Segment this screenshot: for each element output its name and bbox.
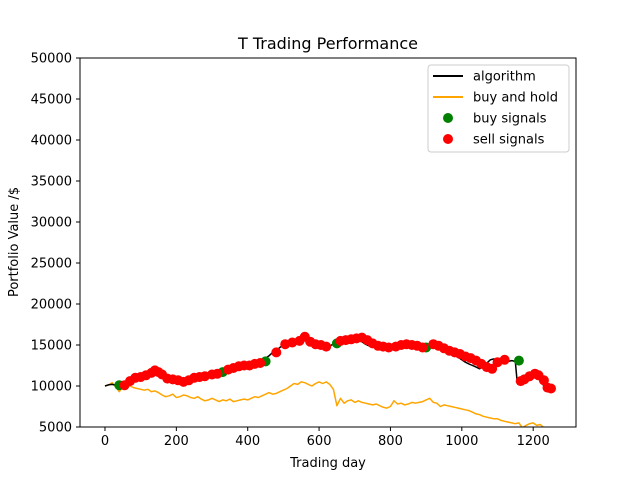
sell-signal-point (546, 383, 556, 394)
x-tick-label: 400 (235, 434, 260, 449)
legend-label: buy and hold (473, 91, 558, 106)
x-axis: 0 200 400 600 800 1000 1200 (101, 427, 550, 449)
chart-title: T Trading Performance (237, 34, 418, 53)
x-tick-label: 0 (101, 434, 109, 449)
legend-label: algorithm (473, 70, 536, 85)
x-axis-label: Trading day (289, 456, 366, 471)
x-tick-label: 800 (378, 434, 403, 449)
buy-signal-point (513, 355, 524, 366)
sell-signal-point (255, 358, 266, 368)
plot-frame (79, 57, 577, 428)
y-tick-label: 10000 (31, 380, 72, 395)
y-tick-label: 25000 (31, 257, 72, 272)
y-axis-label: Portfolio Value /$ (7, 187, 22, 297)
legend-swatch-sell-signals (443, 134, 453, 144)
x-tick-label: 200 (164, 434, 189, 449)
y-tick-label: 35000 (31, 175, 72, 190)
legend-label: buy signals (473, 112, 547, 127)
sell-signal-point (212, 368, 223, 379)
legend-label: sell signals (473, 133, 545, 148)
y-axis: 5000 10000 15000 20000 25000 30000 35000 40000 4… (31, 52, 80, 436)
x-tick-label: 1200 (517, 434, 550, 449)
x-tick-label: 600 (307, 434, 332, 449)
y-tick-label: 45000 (31, 93, 72, 108)
sell-signal-point (417, 342, 428, 353)
y-tick-label: 5000 (39, 421, 72, 436)
y-tick-label: 15000 (31, 339, 72, 354)
sell-signal-point (271, 347, 282, 358)
series-line-buy-and-hold (104, 381, 545, 427)
x-tick-label: 1000 (445, 434, 478, 449)
sell-signal-point (321, 341, 332, 352)
plot-area (104, 331, 556, 427)
y-tick-label: 30000 (31, 216, 72, 231)
sell-signal-point (487, 363, 498, 374)
legend-swatch-buy-signals (443, 113, 453, 123)
y-tick-label: 40000 (31, 134, 72, 149)
y-tick-label: 20000 (31, 298, 72, 313)
legend: algorithm buy and hold buy signals sell sig… (427, 64, 570, 153)
y-tick-label: 50000 (31, 52, 72, 67)
sell-signal-point (499, 354, 510, 365)
legend-box (427, 64, 570, 153)
